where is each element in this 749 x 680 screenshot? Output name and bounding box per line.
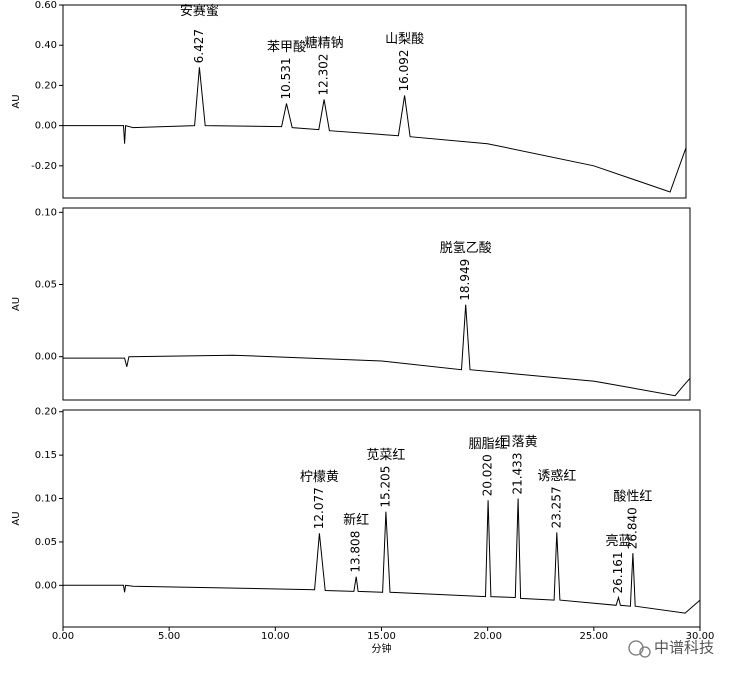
peak-name: 糖精钠	[305, 35, 344, 51]
x-tick-label: 5.00	[158, 631, 180, 642]
peak-name: 安赛蜜	[180, 3, 219, 19]
x-tick-label: 0.00	[52, 631, 74, 642]
peak-name: 苋菜红	[366, 447, 405, 463]
x-tick-label: 30.00	[686, 631, 715, 642]
peak-name: 脱氢乙酸	[440, 241, 492, 256]
peak-time: 10.531	[279, 58, 293, 100]
peak-time: 21.433	[511, 453, 525, 495]
y-tick-label: -0.20	[31, 161, 57, 172]
y-axis-label: AU	[11, 94, 22, 108]
peak-time: 12.302	[317, 53, 331, 95]
y-tick-label: 0.00	[35, 352, 57, 363]
watermark-icon	[628, 640, 651, 658]
peak-name: 亮蓝	[605, 533, 631, 549]
y-tick-label: 0.40	[35, 40, 57, 51]
x-axis-label: 分钟	[372, 642, 392, 655]
peak-name: 苯甲酸	[267, 40, 306, 55]
peak-name: 山梨酸	[385, 32, 424, 47]
plot-frame	[62, 207, 691, 401]
plot-frame	[62, 409, 701, 628]
peak-name: 胭脂红	[469, 436, 508, 452]
y-tick-label: 0.15	[35, 450, 57, 461]
peak-time: 15.205	[378, 466, 392, 508]
peak-name: 日落黄	[499, 435, 538, 450]
peak-name: 柠檬黄	[300, 470, 339, 485]
y-tick-label: 0.10	[35, 207, 57, 218]
peak-time: 13.808	[349, 531, 363, 573]
y-axis-label: AU	[11, 297, 22, 311]
peak-name: 新红	[343, 512, 369, 528]
peak-time: 18.949	[458, 259, 472, 301]
trace	[63, 67, 687, 193]
peak-time: 12.077	[312, 487, 326, 529]
x-tick-label: 20.00	[473, 631, 502, 642]
y-tick-label: 0.00	[35, 121, 57, 132]
plot-frame	[62, 4, 687, 199]
trace	[63, 304, 691, 397]
y-tick-label: 0.20	[35, 407, 57, 418]
y-axis-label: AU	[11, 511, 22, 525]
y-tick-label: 0.10	[35, 494, 57, 505]
peak-time: 26.840	[625, 507, 639, 549]
x-tick-label: 15.00	[367, 631, 396, 642]
y-tick-label: 0.00	[35, 580, 57, 591]
watermark: 中谱科技	[654, 639, 714, 657]
y-tick-label: 0.20	[35, 80, 57, 91]
peak-name: 酸性红	[613, 489, 652, 505]
peak-time: 23.257	[549, 486, 563, 528]
y-tick-label: 0.60	[35, 0, 57, 11]
x-tick-label: 10.00	[261, 631, 290, 642]
peak-time: 20.020	[481, 454, 495, 496]
x-tick-label: 25.00	[580, 631, 609, 642]
y-tick-label: 0.05	[35, 280, 57, 291]
peak-time: 16.092	[397, 49, 411, 91]
peak-time: 26.161	[611, 551, 625, 593]
peak-name: 诱惑红	[537, 468, 576, 484]
y-tick-label: 0.05	[35, 537, 57, 548]
peak-time: 6.427	[192, 29, 206, 63]
trace	[63, 498, 701, 614]
